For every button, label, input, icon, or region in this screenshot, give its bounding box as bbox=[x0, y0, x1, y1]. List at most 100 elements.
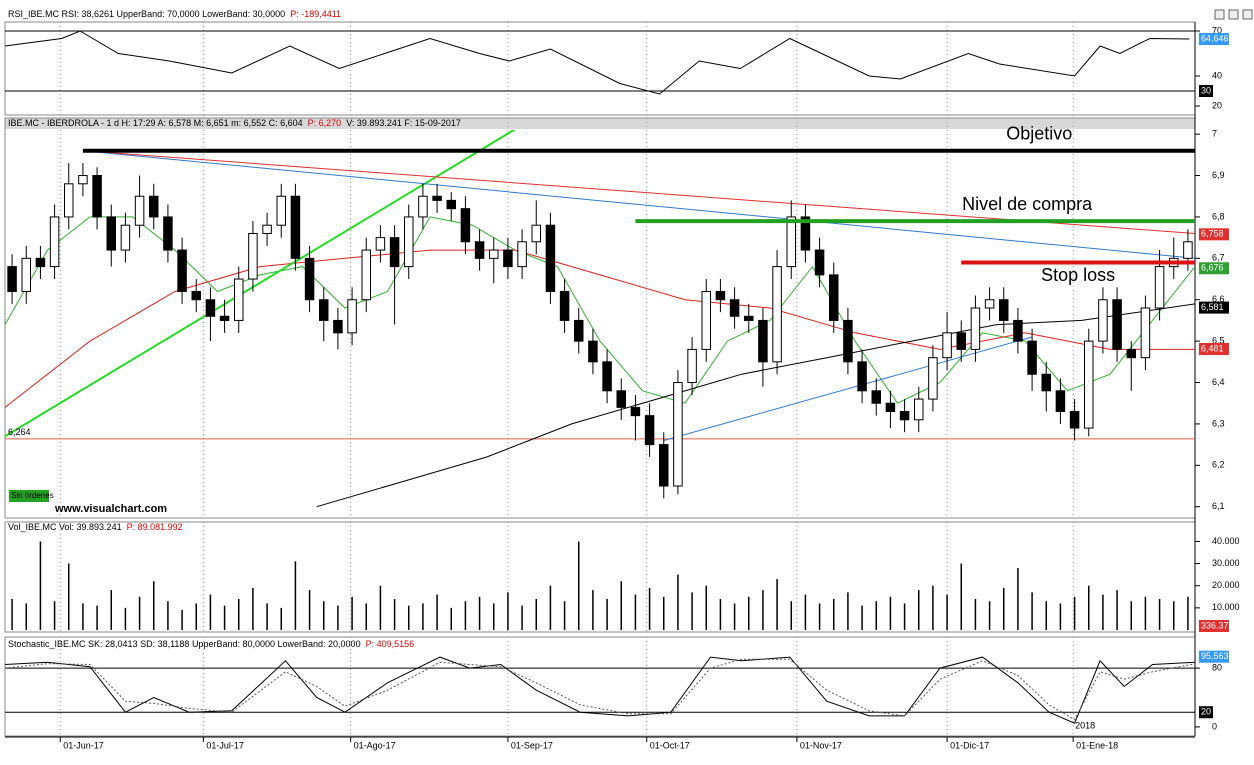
header-text: Stochastic_IBE.MC SK: 28,0413 SD: 38,118… bbox=[8, 639, 361, 649]
maximize-button[interactable] bbox=[1228, 9, 1239, 20]
candle-body bbox=[205, 299, 216, 317]
candle-body bbox=[7, 266, 17, 292]
value-tag-label: 6,758 bbox=[1201, 229, 1224, 239]
candle-body bbox=[49, 216, 60, 268]
candle-body bbox=[574, 319, 584, 342]
candle-body bbox=[219, 315, 230, 321]
value-tag bbox=[1199, 301, 1229, 314]
candle-body bbox=[21, 257, 31, 292]
x-tick-label: 01-Ago-17 bbox=[354, 740, 396, 750]
candle-body bbox=[701, 290, 711, 350]
candle-body bbox=[545, 224, 556, 292]
candle-body bbox=[772, 266, 782, 363]
level-label: Objetivo bbox=[1006, 123, 1072, 143]
value-tag bbox=[1199, 33, 1229, 46]
candle-body bbox=[942, 332, 952, 359]
candle-body bbox=[361, 249, 371, 301]
x-tick-label: 01-Jul-17 bbox=[206, 740, 244, 750]
candle-body bbox=[1027, 340, 1037, 375]
trendline bbox=[663, 336, 1033, 441]
candle-body bbox=[149, 195, 159, 218]
status-label: Sin órdenes bbox=[11, 491, 54, 500]
price-header-bar bbox=[5, 118, 1195, 129]
candle-body bbox=[984, 299, 995, 309]
value-tag-label: 6,481 bbox=[1201, 343, 1224, 353]
candle-body bbox=[191, 290, 201, 301]
y-tick-label: 6,1 bbox=[1212, 501, 1225, 511]
close-button[interactable] bbox=[1242, 9, 1253, 20]
candle-body bbox=[800, 216, 811, 251]
y-tick-label: 6,7 bbox=[1212, 253, 1225, 263]
y-tick-label: 80 bbox=[1212, 663, 1222, 673]
candle-body bbox=[1084, 340, 1094, 429]
value-tag-label: 6,581 bbox=[1201, 302, 1224, 312]
candle-body bbox=[1154, 266, 1165, 309]
y-tick-label: 0 bbox=[1212, 721, 1217, 731]
candle-body bbox=[956, 332, 966, 350]
candle-body bbox=[1069, 411, 1080, 429]
candle-body bbox=[1112, 299, 1122, 350]
window-buttons bbox=[1214, 9, 1253, 20]
candle-body bbox=[120, 224, 131, 251]
candle-body bbox=[517, 241, 527, 268]
candle-body bbox=[673, 382, 683, 487]
value-tag-label: 6,676 bbox=[1201, 263, 1224, 273]
level-label: Nivel de compra bbox=[962, 194, 1093, 214]
candle-body bbox=[829, 274, 839, 321]
candle-body bbox=[78, 175, 88, 185]
x-tick-label: 01-Jun-17 bbox=[63, 740, 104, 750]
band-tag bbox=[1199, 85, 1213, 97]
band-tag-label: 30 bbox=[1201, 85, 1211, 95]
candle-body bbox=[290, 195, 301, 259]
candle-body bbox=[1098, 299, 1108, 342]
value-tag bbox=[1199, 342, 1229, 355]
candle-body bbox=[531, 224, 541, 243]
candle-body bbox=[899, 411, 910, 421]
trendline bbox=[5, 130, 516, 438]
candle-body bbox=[163, 216, 173, 251]
candle-body bbox=[871, 390, 881, 404]
candle-body bbox=[588, 340, 598, 363]
candle-body bbox=[999, 299, 1009, 321]
year-marker: 2018 bbox=[1075, 720, 1095, 730]
y-tick-label: 20 bbox=[1212, 100, 1222, 110]
support-label: 6,264 bbox=[8, 427, 31, 437]
candle-body bbox=[758, 319, 768, 363]
y-tick-label: 10.000 bbox=[1212, 602, 1240, 612]
candle-body bbox=[304, 257, 315, 301]
candle-body bbox=[262, 224, 272, 234]
y-tick-label: 40.000 bbox=[1212, 536, 1240, 546]
minimize-button[interactable] bbox=[1214, 9, 1225, 20]
x-tick-label: 01-Ene-18 bbox=[1076, 740, 1118, 750]
header-text: RSI_IBE.MC RSI: 38,6261 UpperBand: 70,00… bbox=[8, 9, 285, 19]
y-tick-label: 6,2 bbox=[1212, 460, 1225, 470]
candle-body bbox=[432, 195, 442, 201]
y-tick-label: 6,3 bbox=[1212, 418, 1225, 428]
candle-body bbox=[319, 299, 329, 321]
stochastic-line bbox=[4, 658, 1196, 721]
value-tag-label: 64,646 bbox=[1201, 33, 1229, 43]
stochastic-line bbox=[4, 656, 1196, 724]
candle-body bbox=[248, 232, 258, 280]
candle-body bbox=[446, 199, 456, 210]
candle-body bbox=[715, 290, 726, 301]
candle-body bbox=[460, 208, 471, 243]
candle-body bbox=[375, 237, 386, 251]
candle-body bbox=[389, 237, 400, 268]
moving-average bbox=[5, 249, 1195, 408]
header-text: IBE.MC - IBERDROLA - 1 d H: 17:29 A: 6,5… bbox=[8, 118, 303, 128]
candle-body bbox=[729, 299, 740, 317]
rsi-line bbox=[4, 30, 1190, 95]
candle-body bbox=[92, 175, 102, 218]
header-text: Vol_IBE.MC Vol: 39.893.241 bbox=[8, 522, 122, 532]
y-tick-label: 6,6 bbox=[1212, 294, 1225, 304]
band-tag-label: 20 bbox=[1201, 707, 1211, 717]
panel-header: IBE.MC - IBERDROLA - 1 d H: 17:29 A: 6,5… bbox=[8, 118, 461, 128]
candle-body bbox=[928, 357, 938, 400]
y-tick-label: 40 bbox=[1212, 70, 1222, 80]
candle-body bbox=[644, 415, 655, 446]
x-tick-label: 01-Oct-17 bbox=[650, 740, 690, 750]
price-plot bbox=[5, 130, 1195, 508]
candle-body bbox=[687, 348, 697, 384]
